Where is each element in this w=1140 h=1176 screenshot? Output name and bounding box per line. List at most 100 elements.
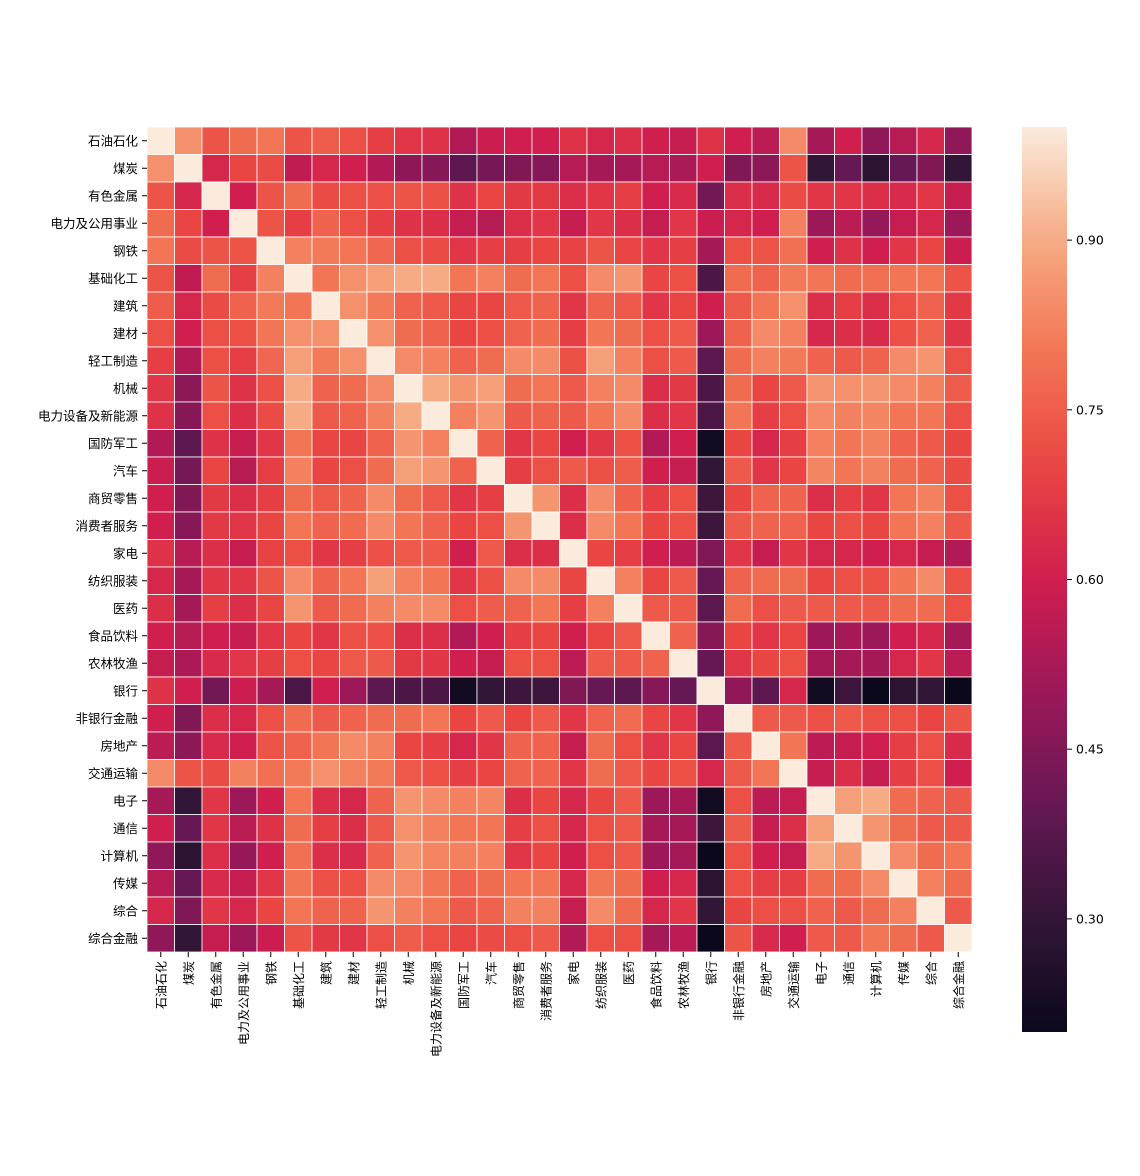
heatmap-cell xyxy=(504,594,533,623)
heatmap-cell xyxy=(229,154,258,183)
heatmap-cell xyxy=(724,759,753,788)
heatmap-cell xyxy=(476,759,505,788)
heatmap-cell xyxy=(476,264,505,293)
heatmap-cell xyxy=(174,181,203,210)
heatmap-cell xyxy=(889,539,918,568)
heatmap-cell xyxy=(366,731,395,760)
heatmap-cell xyxy=(751,456,780,485)
heatmap-cell xyxy=(531,731,560,760)
heatmap-cell xyxy=(146,814,175,843)
heatmap-cell xyxy=(696,264,725,293)
colorbar-tick-label: 0.45 xyxy=(1076,742,1104,757)
heatmap-cell xyxy=(531,511,560,540)
heatmap-cell xyxy=(669,319,698,348)
heatmap-cell xyxy=(504,814,533,843)
heatmap-cell xyxy=(284,429,313,458)
heatmap-cell xyxy=(669,676,698,705)
heatmap-cell xyxy=(201,291,230,320)
heatmap-cell xyxy=(201,126,230,155)
heatmap-cell xyxy=(421,126,450,155)
heatmap-cell xyxy=(174,896,203,925)
heatmap-cell xyxy=(256,126,285,155)
heatmap-cell xyxy=(531,676,560,705)
heatmap-cell xyxy=(476,814,505,843)
heatmap-cell xyxy=(449,126,478,155)
heatmap-cell xyxy=(889,401,918,430)
heatmap-cell xyxy=(834,154,863,183)
heatmap-cell xyxy=(476,786,505,815)
heatmap-cell xyxy=(531,429,560,458)
heatmap-cell xyxy=(861,869,890,898)
heatmap-cell xyxy=(861,429,890,458)
heatmap-cell xyxy=(421,401,450,430)
heatmap-cell xyxy=(146,896,175,925)
column-label: 电力及公用事业 xyxy=(237,961,251,1045)
heatmap-cell xyxy=(174,814,203,843)
heatmap-cell xyxy=(861,594,890,623)
column-label: 石油石化 xyxy=(154,961,168,1009)
heatmap-cell xyxy=(174,594,203,623)
heatmap-cell xyxy=(394,181,423,210)
heatmap-cell xyxy=(559,539,588,568)
heatmap-cell xyxy=(641,649,670,678)
heatmap-cell xyxy=(724,731,753,760)
heatmap-cell xyxy=(256,181,285,210)
heatmap-cell xyxy=(421,456,450,485)
heatmap-cell xyxy=(696,181,725,210)
colorbar-ticks: 0.90 0.75 0.60 0.45 0.30 xyxy=(1067,233,1104,926)
heatmap-cell xyxy=(284,594,313,623)
heatmap-cell xyxy=(284,786,313,815)
heatmap-cell xyxy=(806,704,835,733)
heatmap-cell xyxy=(724,374,753,403)
heatmap-cell xyxy=(174,621,203,650)
heatmap-cell xyxy=(669,786,698,815)
heatmap-cell xyxy=(724,181,753,210)
heatmap-cell xyxy=(284,319,313,348)
heatmap-cell xyxy=(889,896,918,925)
heatmap-cell xyxy=(366,181,395,210)
heatmap-cell xyxy=(944,374,973,403)
heatmap-cell xyxy=(229,484,258,513)
heatmap-cell xyxy=(696,374,725,403)
heatmap-cell xyxy=(944,704,973,733)
heatmap-cell xyxy=(751,126,780,155)
heatmap-cell xyxy=(339,649,368,678)
heatmap-cell xyxy=(614,319,643,348)
heatmap-cell xyxy=(504,869,533,898)
heatmap-cell xyxy=(394,621,423,650)
heatmap-cell xyxy=(806,924,835,953)
heatmap-cell xyxy=(614,786,643,815)
heatmap-cell xyxy=(614,649,643,678)
heatmap-cell xyxy=(339,126,368,155)
heatmap-cell xyxy=(421,759,450,788)
heatmap-cell xyxy=(229,374,258,403)
heatmap-cell xyxy=(834,236,863,265)
heatmap-cell xyxy=(751,181,780,210)
column-label: 交通运输 xyxy=(786,961,801,1009)
heatmap-cell xyxy=(696,401,725,430)
heatmap-cell xyxy=(146,676,175,705)
heatmap-cell xyxy=(751,759,780,788)
heatmap-cell xyxy=(229,456,258,485)
heatmap-cell xyxy=(696,649,725,678)
heatmap-cell xyxy=(394,154,423,183)
heatmap-cell xyxy=(696,896,725,925)
heatmap-cell xyxy=(806,429,835,458)
heatmap-cell xyxy=(229,291,258,320)
heatmap-cell xyxy=(146,841,175,870)
heatmap-cell xyxy=(504,896,533,925)
heatmap-cell xyxy=(586,236,615,265)
row-labels: 石油石化煤炭有色金属电力及公用事业钢铁基础化工建筑建材轻工制造机械电力设备及新能… xyxy=(38,133,147,946)
heatmap-cell xyxy=(531,621,560,650)
heatmap-cell xyxy=(916,291,945,320)
heatmap-cell xyxy=(339,181,368,210)
heatmap-cell xyxy=(641,896,670,925)
heatmap-cell xyxy=(366,401,395,430)
heatmap-cell xyxy=(669,456,698,485)
heatmap-cell xyxy=(284,374,313,403)
heatmap-cell xyxy=(724,896,753,925)
heatmap-cell xyxy=(614,759,643,788)
heatmap-cell xyxy=(724,566,753,595)
heatmap-cell xyxy=(256,291,285,320)
heatmap-cell xyxy=(834,649,863,678)
